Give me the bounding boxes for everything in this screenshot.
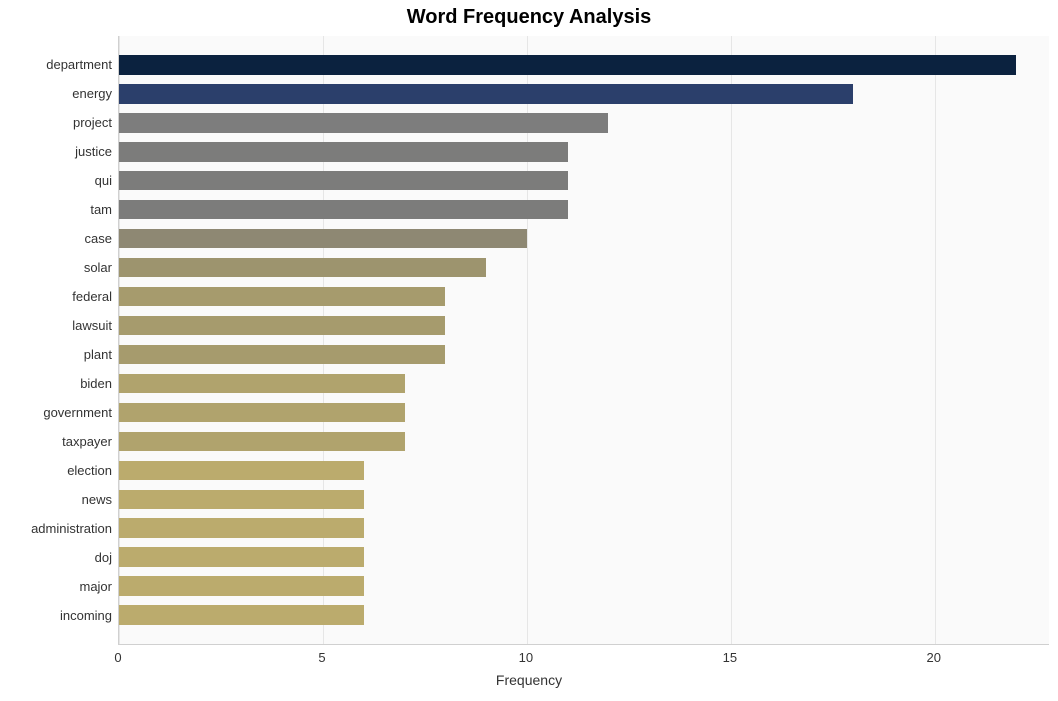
x-axis-label: Frequency: [0, 672, 1058, 688]
bar: [119, 84, 853, 103]
bar: [119, 55, 1016, 74]
y-tick-label: tam: [90, 202, 112, 217]
y-tick-label: government: [43, 405, 112, 420]
y-tick-label: election: [67, 463, 112, 478]
bar: [119, 605, 364, 624]
chart-title: Word Frequency Analysis: [0, 6, 1058, 29]
y-tick-label: qui: [95, 173, 112, 188]
y-tick-label: taxpayer: [62, 434, 112, 449]
word-frequency-chart: Word Frequency Analysis Frequency 0 5 10 15…: [0, 0, 1058, 701]
bar: [119, 316, 445, 335]
plot-area: [118, 36, 1049, 645]
y-tick-label: administration: [31, 521, 112, 536]
bar: [119, 490, 364, 509]
bar: [119, 229, 527, 248]
y-tick-label: case: [85, 231, 112, 246]
x-tick: 20: [927, 650, 941, 665]
bar: [119, 142, 568, 161]
y-tick-label: justice: [75, 144, 112, 159]
y-tick-label: department: [46, 57, 112, 72]
x-tick: 15: [723, 650, 737, 665]
y-tick-label: solar: [84, 260, 112, 275]
bar: [119, 345, 445, 364]
grid-line: [731, 36, 732, 644]
x-tick: 10: [519, 650, 533, 665]
y-tick-label: plant: [84, 347, 112, 362]
y-tick-label: energy: [72, 86, 112, 101]
y-tick-label: project: [73, 115, 112, 130]
grid-line: [935, 36, 936, 644]
y-tick-label: biden: [80, 376, 112, 391]
bar: [119, 576, 364, 595]
y-tick-label: lawsuit: [72, 318, 112, 333]
bar: [119, 461, 364, 480]
x-tick: 0: [114, 650, 121, 665]
bar: [119, 171, 568, 190]
x-tick: 5: [318, 650, 325, 665]
bar: [119, 258, 486, 277]
y-tick-label: news: [82, 492, 112, 507]
bar: [119, 287, 445, 306]
bar: [119, 403, 405, 422]
y-tick-label: incoming: [60, 608, 112, 623]
bar: [119, 374, 405, 393]
bar: [119, 432, 405, 451]
bar: [119, 547, 364, 566]
bar: [119, 518, 364, 537]
bar: [119, 200, 568, 219]
bar: [119, 113, 608, 132]
y-tick-label: doj: [95, 550, 112, 565]
y-tick-label: federal: [72, 289, 112, 304]
y-tick-label: major: [79, 579, 112, 594]
